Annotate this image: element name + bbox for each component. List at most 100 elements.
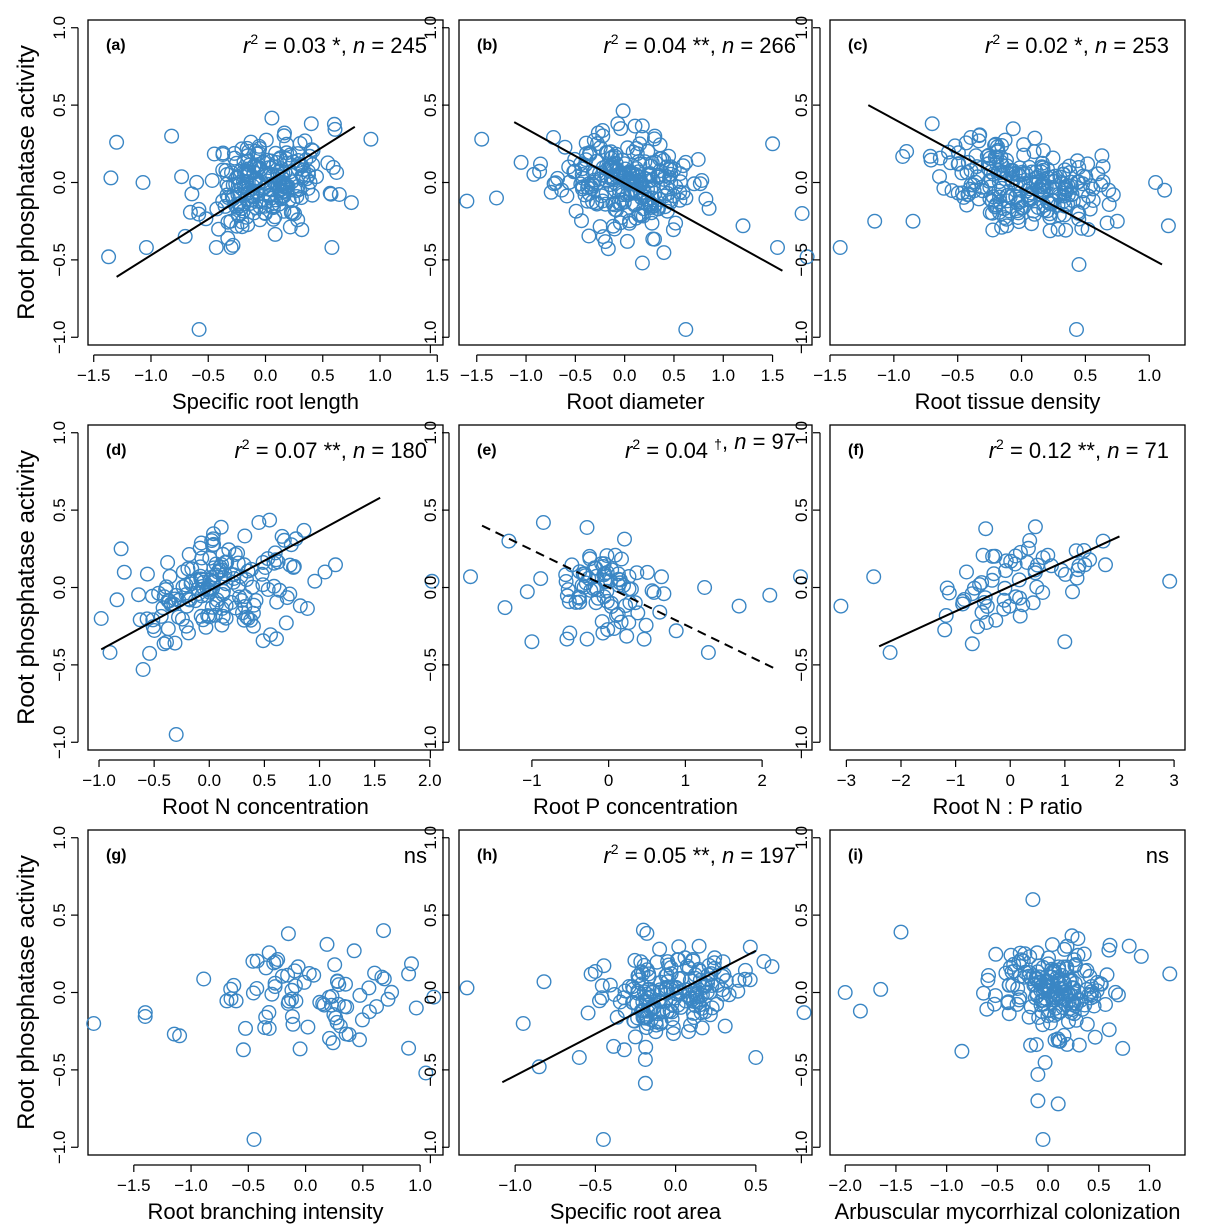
data-point bbox=[644, 583, 660, 599]
y-tick-label: −0.5 bbox=[792, 243, 811, 277]
data-point bbox=[737, 971, 753, 987]
data-point bbox=[459, 193, 475, 209]
data-point bbox=[988, 946, 1004, 962]
data-point bbox=[796, 1005, 812, 1021]
data-point bbox=[648, 1024, 664, 1040]
data-point bbox=[424, 573, 440, 589]
data-point bbox=[367, 965, 383, 981]
data-point bbox=[223, 213, 239, 229]
data-point bbox=[895, 148, 911, 164]
data-point bbox=[997, 580, 1013, 596]
stat-annotation: r2 = 0.03 *, n = 245 bbox=[243, 31, 427, 58]
data-point bbox=[240, 217, 256, 233]
data-point bbox=[594, 978, 610, 994]
data-point bbox=[296, 522, 312, 538]
data-point bbox=[294, 222, 310, 238]
data-point bbox=[264, 110, 280, 126]
data-point bbox=[269, 594, 285, 610]
x-tick-label: 0 bbox=[604, 771, 613, 790]
data-point bbox=[292, 598, 308, 614]
data-point bbox=[735, 218, 751, 234]
data-point bbox=[286, 559, 302, 575]
data-point bbox=[1034, 159, 1050, 175]
data-point bbox=[193, 571, 209, 587]
plot-frame bbox=[458, 829, 813, 1156]
data-point bbox=[252, 140, 268, 156]
data-point bbox=[304, 187, 320, 203]
y-tick-label: −1.0 bbox=[50, 725, 69, 759]
y-tick-label: 1.0 bbox=[792, 16, 811, 40]
panel-g: −1.5 −1.0 −0.5 0.0 0.5 1.0 Root branching inte… bbox=[13, 826, 444, 1224]
data-point bbox=[1075, 194, 1091, 210]
data-point bbox=[513, 154, 529, 170]
data-point bbox=[1039, 973, 1055, 989]
y-tick-label: 0.5 bbox=[792, 498, 811, 522]
data-point bbox=[315, 996, 331, 1012]
data-point bbox=[191, 201, 207, 217]
data-point bbox=[1027, 519, 1043, 535]
stat-annotation: r2 = 0.12 **, n = 71 bbox=[989, 436, 1169, 463]
data-point bbox=[932, 169, 948, 185]
data-point bbox=[956, 189, 972, 205]
data-point bbox=[1071, 558, 1087, 574]
x-tick-label: 0.5 bbox=[744, 1176, 768, 1195]
data-point bbox=[1054, 984, 1070, 1000]
x-tick-label: −1 bbox=[522, 771, 541, 790]
data-point bbox=[689, 989, 705, 1005]
data-point bbox=[1068, 1012, 1084, 1028]
data-point bbox=[296, 974, 312, 990]
data-point bbox=[622, 213, 638, 229]
data-point bbox=[701, 200, 717, 216]
data-point bbox=[401, 966, 417, 982]
data-point bbox=[1027, 990, 1043, 1006]
data-point bbox=[657, 168, 673, 184]
y-tick-label: −1.0 bbox=[421, 320, 440, 354]
data-point bbox=[660, 974, 676, 990]
data-point bbox=[268, 552, 284, 568]
x-tick-label: −1.0 bbox=[930, 1176, 964, 1195]
data-point bbox=[578, 152, 594, 168]
x-tick-label: 0.0 bbox=[294, 1176, 318, 1195]
data-point bbox=[581, 228, 597, 244]
data-point bbox=[1040, 950, 1056, 966]
data-point bbox=[404, 956, 420, 972]
data-point bbox=[135, 662, 151, 678]
data-point bbox=[1162, 573, 1178, 589]
data-point bbox=[950, 156, 966, 172]
data-point bbox=[218, 610, 234, 626]
data-point bbox=[873, 981, 889, 997]
data-point bbox=[164, 128, 180, 144]
data-point bbox=[692, 176, 708, 192]
data-point bbox=[323, 186, 339, 202]
x-axis-title: Root N concentration bbox=[162, 794, 369, 819]
data-point bbox=[559, 588, 575, 604]
data-points bbox=[833, 519, 1178, 661]
data-point bbox=[617, 156, 633, 172]
data-point bbox=[625, 144, 641, 160]
data-point bbox=[240, 563, 256, 579]
data-point bbox=[181, 547, 197, 563]
panel-f: −3 −2 −1 0 1 2 3 Root N : P ratio −1.0 −0.5 0.0 0.5… bbox=[792, 421, 1186, 819]
x-tick-label: 0.0 bbox=[664, 1176, 688, 1195]
data-point bbox=[1093, 976, 1109, 992]
data-point bbox=[950, 145, 966, 161]
data-point bbox=[326, 1007, 342, 1023]
data-point bbox=[594, 188, 610, 204]
data-point bbox=[299, 171, 315, 187]
data-point bbox=[1101, 1022, 1117, 1038]
data-point bbox=[1099, 215, 1115, 231]
data-point bbox=[644, 215, 660, 231]
data-point bbox=[683, 1017, 699, 1033]
data-point bbox=[960, 187, 976, 203]
data-point bbox=[137, 1005, 153, 1021]
data-point bbox=[607, 547, 623, 563]
data-point bbox=[426, 989, 442, 1005]
data-point bbox=[215, 608, 231, 624]
data-point bbox=[1023, 971, 1039, 987]
stat-annotation: r2 = 0.05 **, n = 197 bbox=[603, 841, 796, 868]
y-tick-label: 0.0 bbox=[50, 171, 69, 195]
stat-annotation: ns bbox=[1146, 843, 1169, 868]
x-tick-label: 1.0 bbox=[1138, 1176, 1162, 1195]
data-point bbox=[543, 184, 559, 200]
data-point bbox=[1011, 214, 1027, 230]
